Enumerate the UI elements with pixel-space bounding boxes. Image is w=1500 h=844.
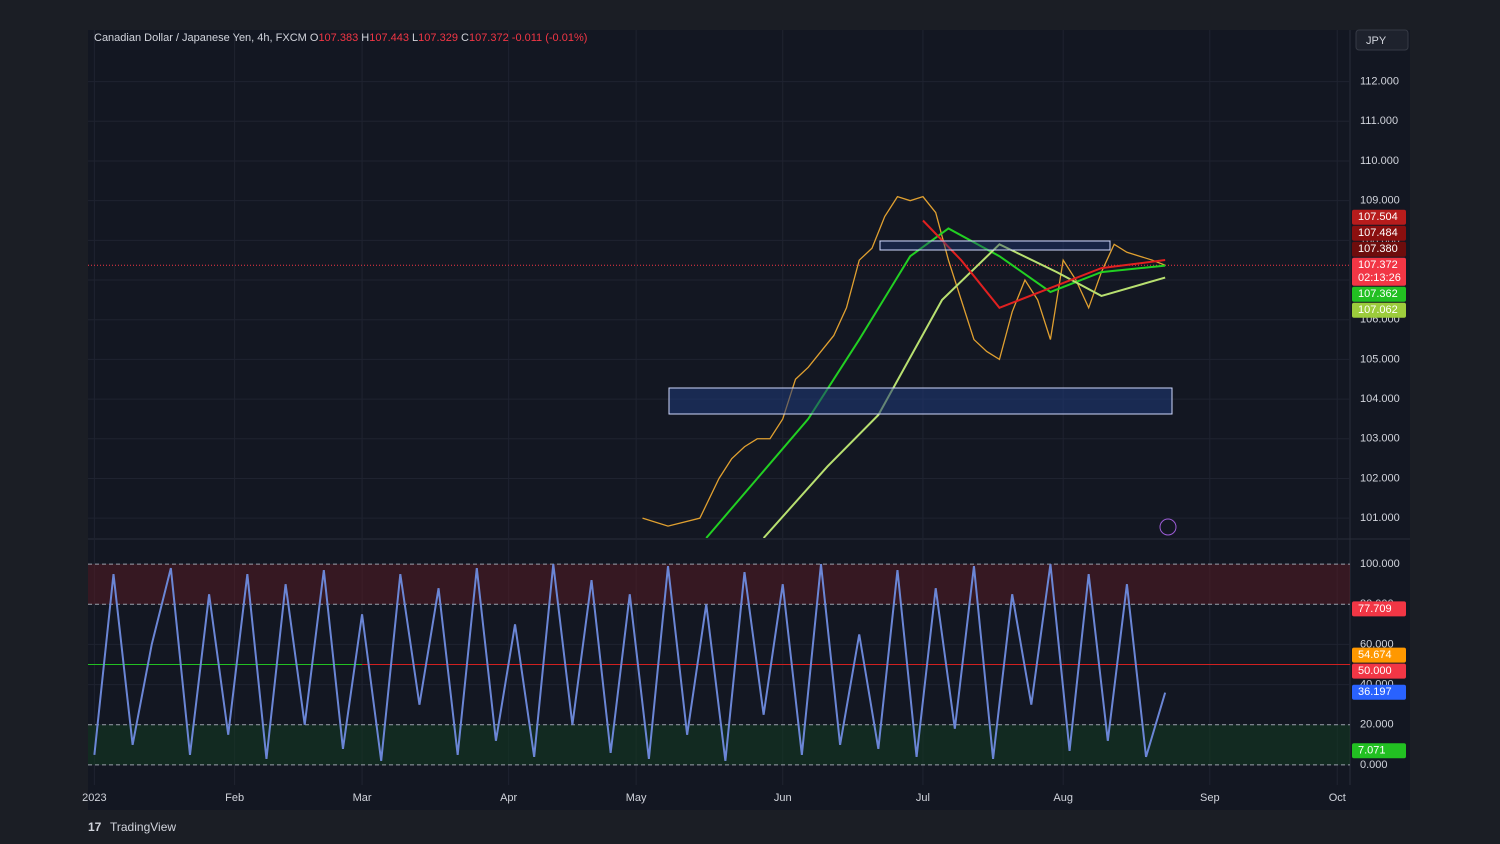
y-tick-label: 109.000 [1360, 195, 1400, 207]
series-line [93, 563, 1167, 762]
y-tick-label: 100.000 [1360, 558, 1400, 570]
open: 107.383 [318, 32, 359, 44]
y-tick-label: 20.000 [1360, 719, 1394, 731]
y-tick-label: 101.000 [1360, 512, 1400, 524]
price-tag-label: 107.504 [1358, 211, 1398, 223]
x-tick-label: 2023 [82, 792, 106, 804]
overbought-zone [88, 564, 1350, 605]
y-tick-label: 104.000 [1360, 393, 1400, 405]
y-tick-label: 102.000 [1360, 472, 1400, 484]
series-line [642, 195, 1166, 527]
o: O [309, 32, 319, 44]
price-tag-label: 107.362 [1358, 288, 1398, 300]
c: C [461, 32, 469, 44]
price-tag [1352, 684, 1406, 700]
price-tag-label: 54.674 [1358, 649, 1392, 661]
alert-icon[interactable] [1159, 518, 1177, 536]
x-tick-label: Jul [916, 792, 930, 804]
y-tick-label: 112.000 [1360, 76, 1399, 88]
x-tick-label: May [626, 792, 647, 804]
chart-bg [88, 30, 1410, 810]
price-tag [1352, 601, 1406, 617]
oversold-zone [88, 724, 1350, 765]
price-tag-label: 107.380 [1358, 243, 1398, 255]
currency: JPY [1366, 35, 1387, 47]
y-tick-label: 105.000 [1360, 353, 1400, 365]
l: L [412, 32, 419, 44]
price-tag [1352, 257, 1406, 286]
x-tick-label: Sep [1200, 792, 1220, 804]
price-tag-label: 107.062 [1358, 304, 1398, 316]
price-tag-label: 107.372 [1358, 259, 1398, 271]
price-tag [1352, 663, 1406, 679]
supply-zone [879, 240, 1111, 251]
price-tag-label: 50.000 [1358, 665, 1392, 677]
low: 107.329 [418, 32, 458, 44]
x-tick-label: Aug [1053, 792, 1073, 804]
series-line [922, 219, 1166, 310]
y-tick-label: 0.000 [1360, 759, 1388, 771]
h: H [361, 32, 370, 44]
high: 107.443 [369, 32, 409, 44]
close: 107.372 [468, 32, 509, 44]
price-tag-label: 77.709 [1358, 603, 1392, 615]
price-tag [1352, 302, 1406, 318]
legend-header: Canadian Dollar / Japanese Yen, 4h, FXCM… [94, 32, 587, 44]
price-tag [1352, 286, 1406, 302]
price-tag [1352, 743, 1406, 759]
price-tag [1352, 209, 1406, 225]
brand-logo: 17 [88, 820, 102, 834]
demand-zone [668, 387, 1173, 415]
y-tick-label: 111.000 [1360, 115, 1398, 127]
price-tag-label: 7.071 [1358, 745, 1386, 757]
x-tick-label: Mar [353, 792, 372, 804]
change: -0.011 (-0.01%) [511, 32, 588, 44]
price-tag-label: 107.484 [1358, 227, 1398, 239]
price-tag [1352, 225, 1406, 241]
currency-button[interactable] [1355, 29, 1409, 51]
x-tick-label: Feb [225, 792, 244, 804]
price-tag [1352, 241, 1406, 257]
brand: TradingView [110, 820, 176, 834]
symbol: Canadian Dollar / Japanese Yen, 4h, FXCM [94, 32, 307, 44]
price-tag [1352, 647, 1406, 663]
price-tag-label: 36.197 [1358, 686, 1392, 698]
countdown: 02:13:26 [1358, 272, 1401, 284]
y-tick-label: 60.000 [1360, 638, 1394, 650]
x-tick-label: Apr [500, 792, 517, 804]
y-tick-label: 110.000 [1360, 155, 1399, 167]
x-tick-label: Jun [774, 792, 792, 804]
y-tick-label: 103.000 [1360, 433, 1400, 445]
x-tick-label: Oct [1329, 792, 1346, 804]
